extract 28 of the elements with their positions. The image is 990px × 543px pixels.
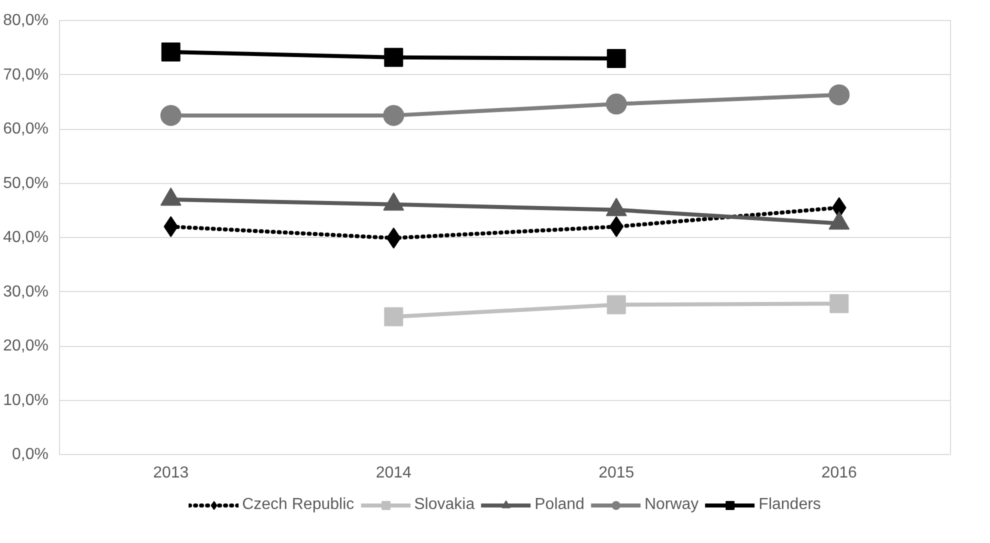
point [161,42,180,62]
point [384,48,404,67]
y-tick-label: 20,0% [3,338,49,354]
point [606,94,627,115]
y-tick-label: 60,0% [3,120,49,138]
legend-label: Norway [644,496,699,514]
point [384,307,404,326]
y-tick-label: 80,0% [3,12,49,29]
y-tick-label: 40,0% [3,229,49,246]
point [383,104,404,126]
point [606,48,626,68]
legend-label: Slovakia [414,496,475,514]
y-tick-label: 10,0% [3,392,49,409]
point [828,84,850,106]
y-tick-label: 70,0% [3,66,49,84]
x-tick-label: 2014 [376,464,412,482]
point [606,295,626,314]
x-tick-label: 2016 [821,464,858,482]
y-tick-label: 30,0% [3,283,49,300]
legend-label: Poland [534,496,584,514]
y-tick-label: 0,0% [12,446,48,463]
point [830,294,849,314]
x-tick-label: 2013 [153,464,189,482]
y-tick-label: 50,0% [3,174,49,192]
x-tick-label: 2015 [598,464,634,482]
point [160,104,182,126]
legend-label: Czech Republic [242,496,354,514]
legend-label: Flanders [758,496,821,514]
